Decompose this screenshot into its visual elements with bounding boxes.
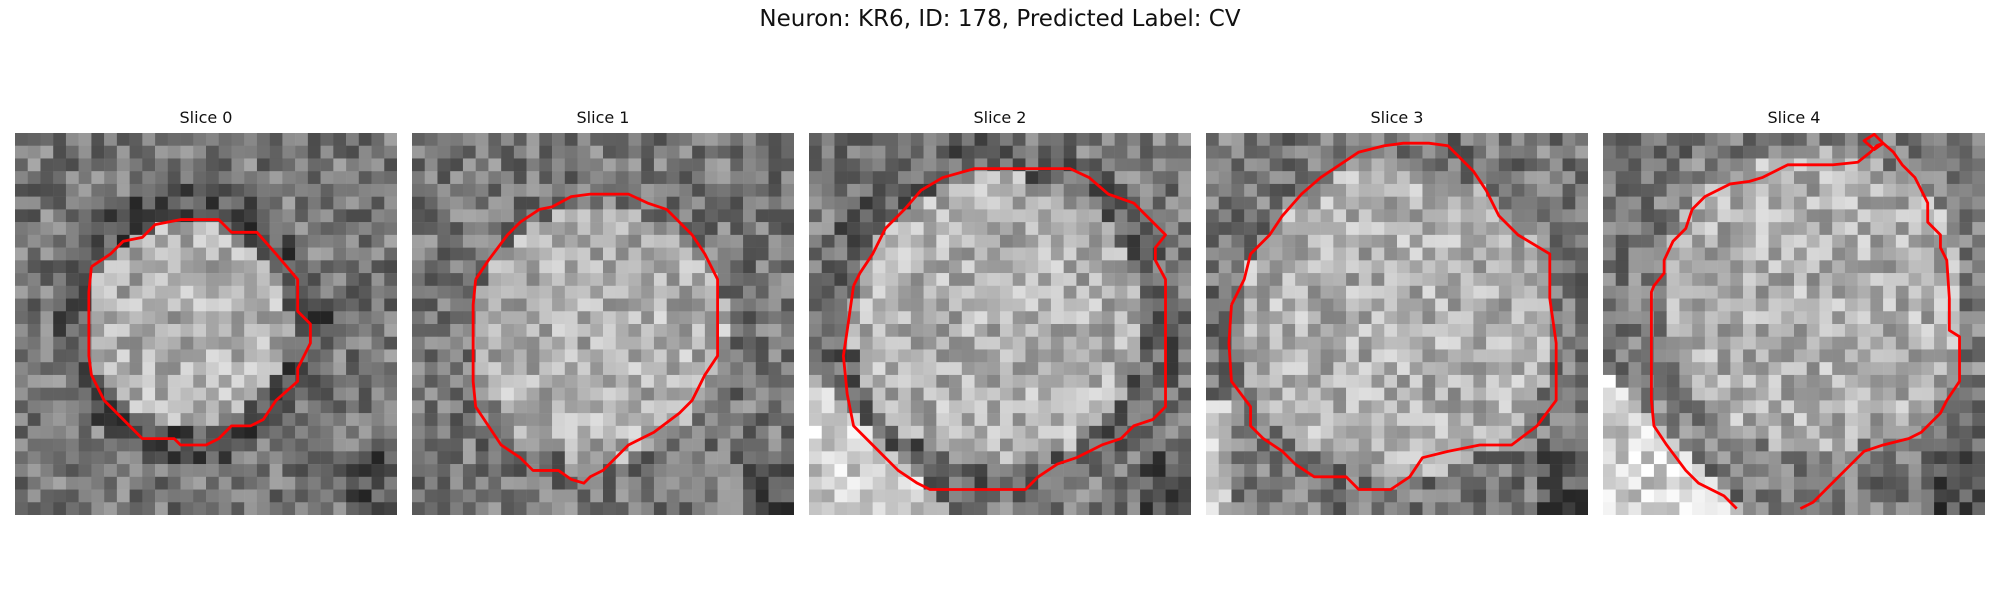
- slice-image: [1206, 133, 1588, 515]
- slice-image: [809, 133, 1191, 515]
- slice-title: Slice 1: [576, 108, 630, 127]
- roi-contour: [87, 218, 312, 447]
- image-pixels: [1206, 133, 1588, 515]
- image-pixels: [15, 133, 397, 515]
- roi-contour: [1227, 141, 1558, 491]
- image-pixels: [809, 133, 1191, 515]
- roi-contour: [1649, 133, 1961, 510]
- slice-image: [1603, 133, 1985, 515]
- slice-panel-1: Slice 1: [412, 108, 794, 520]
- figure-title: Neuron: KR6, ID: 178, Predicted Label: C…: [759, 6, 1241, 32]
- slice-panel-4: Slice 4: [1603, 108, 1985, 520]
- slice-image: [15, 133, 397, 515]
- slice-image: [412, 133, 794, 515]
- roi-contour: [841, 167, 1167, 491]
- slice-panel-0: Slice 0: [15, 108, 397, 520]
- image-pixels: [1603, 133, 1985, 515]
- slice-title: Slice 2: [973, 108, 1027, 127]
- slice-title: Slice 0: [179, 108, 233, 127]
- image-pixels: [412, 133, 794, 515]
- roi-contour: [471, 192, 720, 485]
- slice-panel-3: Slice 3: [1206, 108, 1588, 520]
- slice-title: Slice 4: [1767, 108, 1821, 127]
- slice-title: Slice 3: [1370, 108, 1424, 127]
- slice-panel-2: Slice 2: [809, 108, 1191, 520]
